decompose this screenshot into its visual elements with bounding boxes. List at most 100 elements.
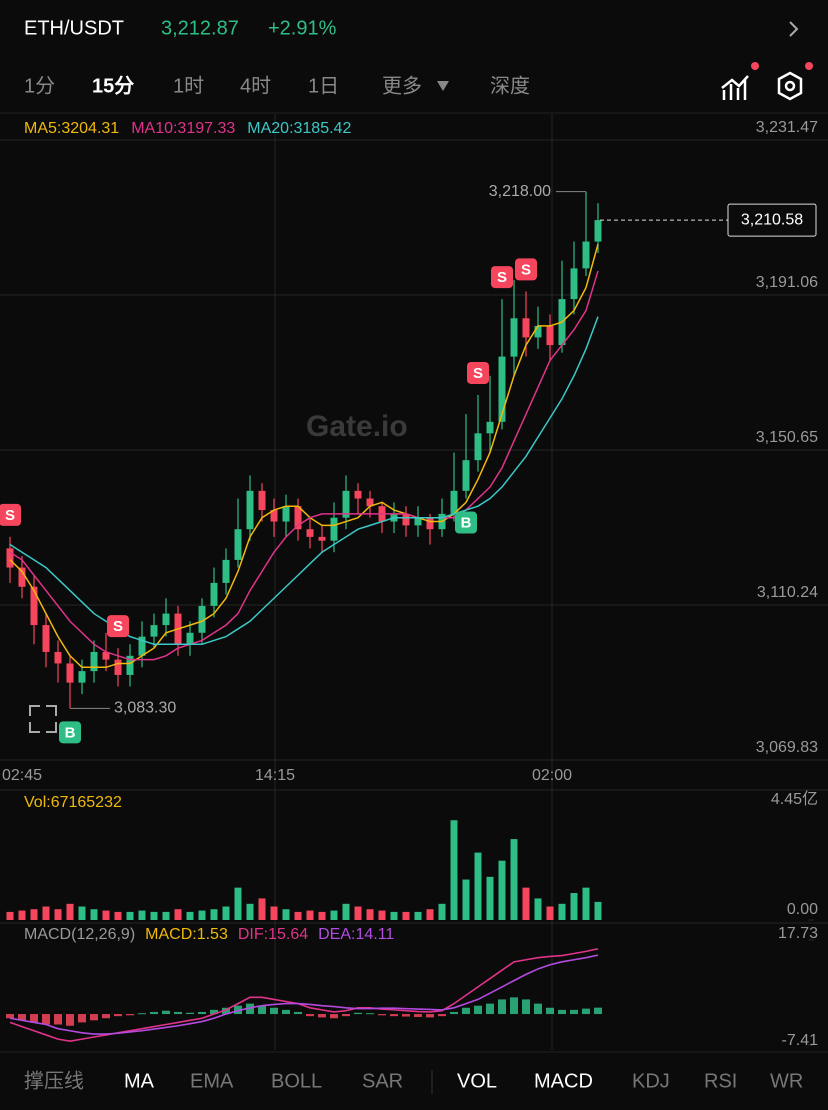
candle-body <box>366 498 374 507</box>
candle-body <box>162 613 170 626</box>
volume-bar <box>330 910 338 920</box>
candle-body <box>330 517 338 541</box>
candle-body <box>198 605 206 633</box>
volume-bar <box>222 906 230 920</box>
candle-body <box>498 356 506 422</box>
macd-bar <box>102 1014 110 1019</box>
macd-bar <box>438 1014 446 1017</box>
macd-bar <box>462 1007 470 1015</box>
ma-line <box>9 316 599 646</box>
volume-bar <box>78 906 86 920</box>
price: 3,212.87 <box>161 17 239 39</box>
macd-bar <box>546 1007 554 1015</box>
volume-bar <box>186 911 194 920</box>
candle-body <box>222 559 230 583</box>
macd-bar <box>78 1014 86 1023</box>
volume-tick-label: 0.00 <box>787 901 818 918</box>
indicator-tab[interactable]: MA <box>124 1070 155 1092</box>
timeframe-tab[interactable]: 4时 <box>240 74 271 97</box>
macd-legend: DEA:14.11 <box>318 926 394 943</box>
volume-bar <box>570 893 578 920</box>
macd-bar <box>450 1011 458 1015</box>
macd-bar <box>510 997 518 1015</box>
macd-bar <box>354 1012 362 1015</box>
signal-badge <box>515 258 537 281</box>
settings-icon[interactable] <box>777 71 803 101</box>
candle-body <box>78 671 86 683</box>
indicator-tab[interactable]: 撑压线 <box>24 1069 84 1092</box>
fullscreen-icon[interactable] <box>29 705 57 733</box>
volume-bar <box>162 911 170 920</box>
indicator-tab[interactable]: VOL <box>457 1070 497 1092</box>
last-price-box <box>727 203 817 237</box>
indicator-icon[interactable] <box>721 75 749 100</box>
y-tick-label: 3,110.24 <box>757 584 818 601</box>
candle-body <box>486 421 494 434</box>
volume-bar <box>18 910 26 920</box>
indicator-tab[interactable]: KDJ <box>632 1070 670 1092</box>
macd-bar <box>30 1014 38 1023</box>
volume-bar <box>558 903 566 920</box>
candle-body <box>546 325 554 346</box>
macd-legend: DIF:15.64 <box>238 926 308 943</box>
dropdown-arrow[interactable] <box>437 81 449 91</box>
macd-bar <box>294 1011 302 1015</box>
last-price-label: 3,210.58 <box>741 211 803 228</box>
candle-body <box>402 513 410 526</box>
candle-body <box>114 659 122 675</box>
indicator-tab[interactable]: SAR <box>362 1070 403 1092</box>
ma-line <box>9 243 599 669</box>
timeframe-tab[interactable]: 1时 <box>173 74 204 97</box>
macd-bar <box>6 1014 14 1019</box>
macd-bar <box>570 1009 578 1015</box>
chevron[interactable] <box>789 21 799 37</box>
indicator-tab[interactable]: RSI <box>704 1070 737 1092</box>
candle-body <box>414 517 422 526</box>
macd-bar <box>90 1014 98 1021</box>
indicator-tab[interactable]: BOLL <box>271 1070 322 1092</box>
candle-body <box>18 567 26 587</box>
volume-bar <box>270 906 278 920</box>
timeframe-tab[interactable]: 15分 <box>92 74 134 97</box>
tabs: 1分 15分 1时 4时 1日 更多 深度 <box>24 74 530 97</box>
indicator-tab[interactable]: WR <box>770 1070 803 1092</box>
high-label: 3,218.00 <box>489 183 551 200</box>
volume-bar <box>234 887 242 920</box>
candle-body <box>210 582 218 606</box>
volume-bar <box>474 852 482 920</box>
macd-bar <box>186 1012 194 1015</box>
candle-body <box>258 490 266 511</box>
signal-badge <box>107 615 129 638</box>
timeframe-tab[interactable]: 深度 <box>490 74 530 97</box>
x-tick-label: 14:15 <box>255 767 295 784</box>
volume-bar <box>126 911 134 920</box>
candle-body <box>42 625 50 652</box>
symbol[interactable]: ETH/USDT <box>24 17 124 39</box>
indicator-tab[interactable]: MACD <box>534 1070 593 1092</box>
plot: 3,231.47 3,191.06 3,150.65 3,110.24 3,069.83… <box>0 114 828 1050</box>
macd-bar <box>486 1003 494 1015</box>
macd-bar <box>18 1014 26 1021</box>
candle-body <box>582 241 590 269</box>
legend-entry: MA5:3204.31 <box>24 120 119 137</box>
volume-bar <box>138 910 146 920</box>
candle-body <box>138 636 146 656</box>
timeframe-tab[interactable]: 更多 <box>382 74 422 97</box>
macd-legend: MACD:1.53 <box>145 926 228 943</box>
macd-bar <box>378 1014 386 1016</box>
ma-line <box>9 270 599 661</box>
candle-body <box>54 651 62 664</box>
candle-body <box>462 460 470 491</box>
volume-bar <box>450 820 458 920</box>
x-tick-label: 02:00 <box>532 767 572 784</box>
timeframe-tab[interactable]: 1日 <box>308 75 339 97</box>
macd-legend: MACD(12,26,9) <box>24 926 135 943</box>
indicator-tab[interactable]: EMA <box>190 1070 234 1092</box>
indicator-tabs: 撑压线 MA EMA BOLL SAR VOL MACD KDJ RSI WR <box>24 1069 803 1092</box>
legend-entry: MA10:3197.33 <box>131 120 235 137</box>
badge <box>805 62 813 70</box>
timeframe-tab[interactable]: 1分 <box>24 74 55 97</box>
volume-bar <box>30 909 38 920</box>
volume-bar <box>114 911 122 920</box>
